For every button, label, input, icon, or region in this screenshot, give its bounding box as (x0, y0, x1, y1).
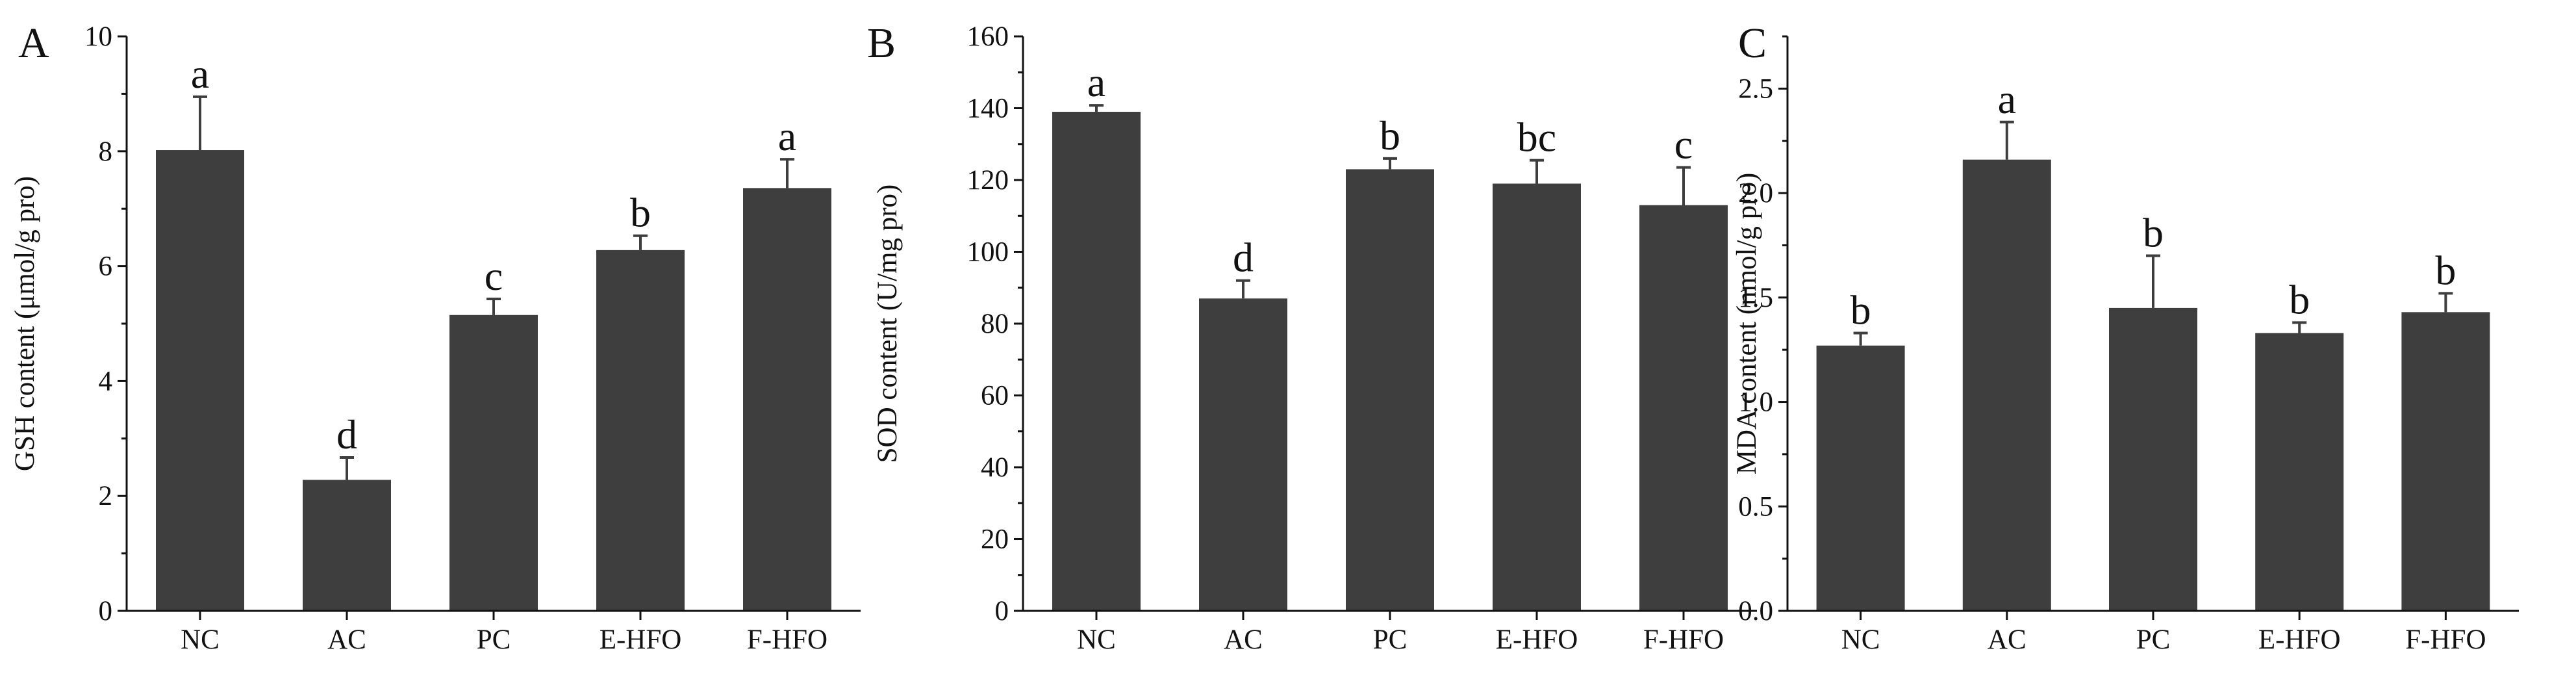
y-tick-label: 0.0 (1738, 596, 1773, 626)
y-axis-title: SOD content (U/mg pro) (872, 185, 903, 463)
y-tick-label: 2.5 (1738, 73, 1773, 104)
significance-label: b (2143, 210, 2164, 256)
y-tick-label: 20 (981, 524, 1009, 555)
significance-label: a (1087, 59, 1105, 105)
bar-nc (1816, 345, 1905, 611)
significance-label: d (336, 411, 357, 457)
y-tick-label: 40 (981, 452, 1009, 483)
bar-nc (156, 150, 244, 612)
y-axis-title: MDA content (nmol/g pro) (1732, 173, 1762, 475)
bar-e-hfo (2255, 333, 2344, 611)
x-tick-label: NC (1841, 625, 1880, 655)
bar-e-hfo (596, 250, 685, 611)
bar-pc (449, 315, 538, 611)
x-tick-label: PC (1373, 625, 1408, 655)
panel-letter: B (867, 19, 896, 67)
significance-label: bc (1517, 114, 1556, 161)
y-tick-label: 60 (981, 381, 1009, 411)
bar-e-hfo (1493, 183, 1581, 611)
bar-ac (1199, 298, 1287, 611)
y-tick-label: 1.0 (1738, 387, 1773, 418)
x-tick-label: F-HFO (747, 625, 827, 655)
y-tick-label: 0 (995, 596, 1009, 626)
bar-ac (1962, 159, 2051, 611)
y-tick-label: 2.0 (1738, 178, 1773, 209)
x-tick-label: NC (181, 625, 220, 655)
bar-f-hfo (743, 188, 831, 612)
y-tick-label: 8 (99, 136, 113, 167)
x-tick-label: F-HFO (1643, 625, 1724, 655)
significance-label: c (485, 253, 503, 299)
y-tick-label: 6 (99, 251, 113, 282)
significance-label: c (1674, 122, 1693, 168)
x-tick-label: NC (1077, 625, 1116, 655)
y-tick-label: 160 (967, 21, 1009, 52)
significance-label: a (778, 113, 796, 159)
significance-label: a (1998, 76, 2016, 122)
panel-letter: C (1738, 19, 1767, 67)
y-tick-label: 0 (99, 596, 113, 626)
significance-label: b (1380, 112, 1400, 159)
y-tick-label: 140 (967, 94, 1009, 124)
x-tick-label: PC (2136, 625, 2171, 655)
y-axis-title: GSH content (μmol/g pro) (10, 176, 40, 471)
x-tick-label: PC (477, 625, 511, 655)
y-tick-label: 4 (99, 366, 113, 396)
significance-label: a (191, 51, 209, 97)
x-tick-label: F-HFO (2405, 625, 2486, 655)
y-tick-label: 10 (84, 21, 112, 52)
y-tick-label: 80 (981, 309, 1009, 339)
y-tick-label: 0.5 (1738, 491, 1773, 522)
y-tick-label: 120 (967, 165, 1009, 196)
significance-label: b (2435, 247, 2456, 293)
bar-nc (1052, 112, 1141, 611)
bar-f-hfo (2401, 312, 2490, 611)
bar-f-hfo (1639, 205, 1728, 611)
y-tick-label: 2 (99, 481, 113, 511)
x-tick-label: E-HFO (1496, 625, 1578, 655)
x-tick-label: E-HFO (600, 625, 682, 655)
x-tick-label: AC (1988, 625, 2027, 655)
x-tick-label: AC (1224, 625, 1263, 655)
bar-pc (1346, 169, 1434, 611)
y-tick-label: 100 (967, 237, 1009, 268)
significance-label: b (630, 190, 651, 236)
significance-label: b (2289, 276, 2310, 322)
y-tick-label: 1.5 (1738, 283, 1773, 313)
panel-letter: A (18, 19, 49, 67)
significance-label: d (1233, 235, 1254, 281)
significance-label: b (1850, 287, 1871, 333)
bar-pc (2109, 307, 2197, 611)
x-tick-label: E-HFO (2258, 625, 2341, 655)
x-tick-label: AC (327, 625, 366, 655)
bar-ac (303, 480, 391, 611)
